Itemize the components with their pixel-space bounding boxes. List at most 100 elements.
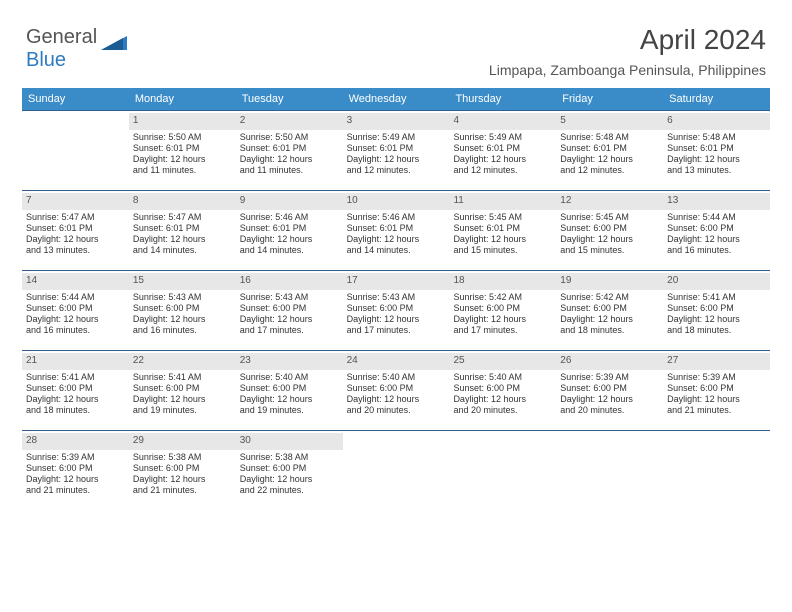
day-detail-line: Sunset: 6:01 PM [240,223,339,234]
day-detail-line: Sunset: 6:01 PM [133,143,232,154]
calendar-day-cell: 8Sunrise: 5:47 AMSunset: 6:01 PMDaylight… [129,190,236,270]
day-detail-line: Sunrise: 5:43 AM [347,292,446,303]
day-number: 12 [556,193,663,210]
day-detail-line: and 13 minutes. [667,165,766,176]
day-number: 14 [22,273,129,290]
day-detail-line: Sunrise: 5:40 AM [453,372,552,383]
day-detail-line: Daylight: 12 hours [347,234,446,245]
day-detail-line: Sunset: 6:01 PM [453,223,552,234]
day-number: 21 [22,353,129,370]
day-detail-line: Sunrise: 5:46 AM [240,212,339,223]
day-number: 3 [343,113,450,130]
day-detail-line: and 21 minutes. [133,485,232,496]
calendar-day-cell: 23Sunrise: 5:40 AMSunset: 6:00 PMDayligh… [236,350,343,430]
day-detail-line: Sunrise: 5:44 AM [667,212,766,223]
day-number: 8 [129,193,236,210]
day-detail-line: Sunset: 6:00 PM [560,223,659,234]
day-detail-line: Daylight: 12 hours [453,154,552,165]
day-detail-line: Daylight: 12 hours [26,314,125,325]
day-detail-line: and 20 minutes. [560,405,659,416]
day-detail-line: Sunrise: 5:50 AM [240,132,339,143]
day-detail-line: Daylight: 12 hours [560,314,659,325]
calendar-week-row: 1Sunrise: 5:50 AMSunset: 6:01 PMDaylight… [22,110,770,190]
day-detail-line: Daylight: 12 hours [560,234,659,245]
calendar-header-cell: Thursday [449,88,556,110]
day-detail-line: Sunrise: 5:47 AM [26,212,125,223]
day-detail-line: Daylight: 12 hours [667,154,766,165]
calendar-header-cell: Sunday [22,88,129,110]
day-number: 13 [663,193,770,210]
day-number: 30 [236,433,343,450]
day-number: 26 [556,353,663,370]
day-detail-line: and 18 minutes. [560,325,659,336]
day-detail-line: and 11 minutes. [133,165,232,176]
day-detail-line: and 18 minutes. [26,405,125,416]
day-detail-line: Sunset: 6:01 PM [240,143,339,154]
day-number: 15 [129,273,236,290]
day-number: 19 [556,273,663,290]
day-detail-line: Sunrise: 5:42 AM [560,292,659,303]
day-detail-line: Sunset: 6:00 PM [26,383,125,394]
day-number: 2 [236,113,343,130]
day-detail-line: Sunset: 6:00 PM [133,463,232,474]
day-detail-line: Sunrise: 5:38 AM [133,452,232,463]
day-detail-line: and 12 minutes. [453,165,552,176]
day-detail-line: Sunset: 6:01 PM [347,223,446,234]
day-detail-line: Daylight: 12 hours [347,314,446,325]
day-detail-line: and 19 minutes. [133,405,232,416]
day-detail-line: Sunrise: 5:42 AM [453,292,552,303]
day-detail-line: Sunset: 6:00 PM [560,383,659,394]
day-detail-line: Daylight: 12 hours [560,154,659,165]
day-detail-line: Sunset: 6:00 PM [347,303,446,314]
calendar-day-cell: 26Sunrise: 5:39 AMSunset: 6:00 PMDayligh… [556,350,663,430]
logo-text-b: Blue [26,49,66,71]
calendar-day-cell: 7Sunrise: 5:47 AMSunset: 6:01 PMDaylight… [22,190,129,270]
day-detail-line: and 16 minutes. [667,245,766,256]
day-number: 25 [449,353,556,370]
day-detail-line: Daylight: 12 hours [26,474,125,485]
day-detail-line: Sunrise: 5:44 AM [26,292,125,303]
calendar-day-cell: 18Sunrise: 5:42 AMSunset: 6:00 PMDayligh… [449,270,556,350]
day-number: 4 [449,113,556,130]
day-detail-line: and 20 minutes. [453,405,552,416]
day-detail-line: Daylight: 12 hours [453,314,552,325]
day-detail-line: and 11 minutes. [240,165,339,176]
day-detail-line: Sunset: 6:00 PM [240,303,339,314]
calendar-day-cell [663,430,770,508]
day-detail-line: and 13 minutes. [26,245,125,256]
day-detail-line: and 16 minutes. [26,325,125,336]
calendar-day-cell: 16Sunrise: 5:43 AMSunset: 6:00 PMDayligh… [236,270,343,350]
calendar-header-cell: Wednesday [343,88,450,110]
day-detail-line: Sunset: 6:01 PM [667,143,766,154]
calendar-day-cell: 25Sunrise: 5:40 AMSunset: 6:00 PMDayligh… [449,350,556,430]
day-detail-line: and 12 minutes. [560,165,659,176]
day-detail-line: Sunrise: 5:49 AM [453,132,552,143]
day-detail-line: Daylight: 12 hours [453,234,552,245]
day-detail-line: Sunrise: 5:50 AM [133,132,232,143]
day-detail-line: and 12 minutes. [347,165,446,176]
day-detail-line: Sunset: 6:00 PM [240,383,339,394]
day-detail-line: Sunrise: 5:41 AM [667,292,766,303]
day-detail-line: Sunset: 6:00 PM [26,303,125,314]
calendar-day-cell [22,110,129,190]
calendar-week-row: 7Sunrise: 5:47 AMSunset: 6:01 PMDaylight… [22,190,770,270]
day-number: 29 [129,433,236,450]
day-number: 6 [663,113,770,130]
day-number: 16 [236,273,343,290]
day-detail-line: and 17 minutes. [347,325,446,336]
calendar-day-cell: 14 Sunrise: 5:44 AMSunset: 6:00 PMDayligh… [22,270,129,350]
day-detail-line: Daylight: 12 hours [133,234,232,245]
day-detail-line: Daylight: 12 hours [133,314,232,325]
calendar-day-cell: 27Sunrise: 5:39 AMSunset: 6:00 PMDayligh… [663,350,770,430]
calendar-day-cell: 29Sunrise: 5:38 AMSunset: 6:00 PMDayligh… [129,430,236,508]
calendar-day-cell: 13Sunrise: 5:44 AMSunset: 6:00 PMDayligh… [663,190,770,270]
calendar-week-row: 21Sunrise: 5:41 AMSunset: 6:00 PMDayligh… [22,350,770,430]
day-detail-line: Sunrise: 5:43 AM [133,292,232,303]
calendar-day-cell: 5Sunrise: 5:48 AMSunset: 6:01 PMDaylight… [556,110,663,190]
day-detail-line: and 14 minutes. [347,245,446,256]
day-detail-line: Sunrise: 5:40 AM [240,372,339,383]
day-detail-line: and 20 minutes. [347,405,446,416]
day-detail-line: Sunrise: 5:39 AM [560,372,659,383]
day-detail-line: Sunset: 6:01 PM [133,223,232,234]
logo-text: General Blue [26,26,97,72]
